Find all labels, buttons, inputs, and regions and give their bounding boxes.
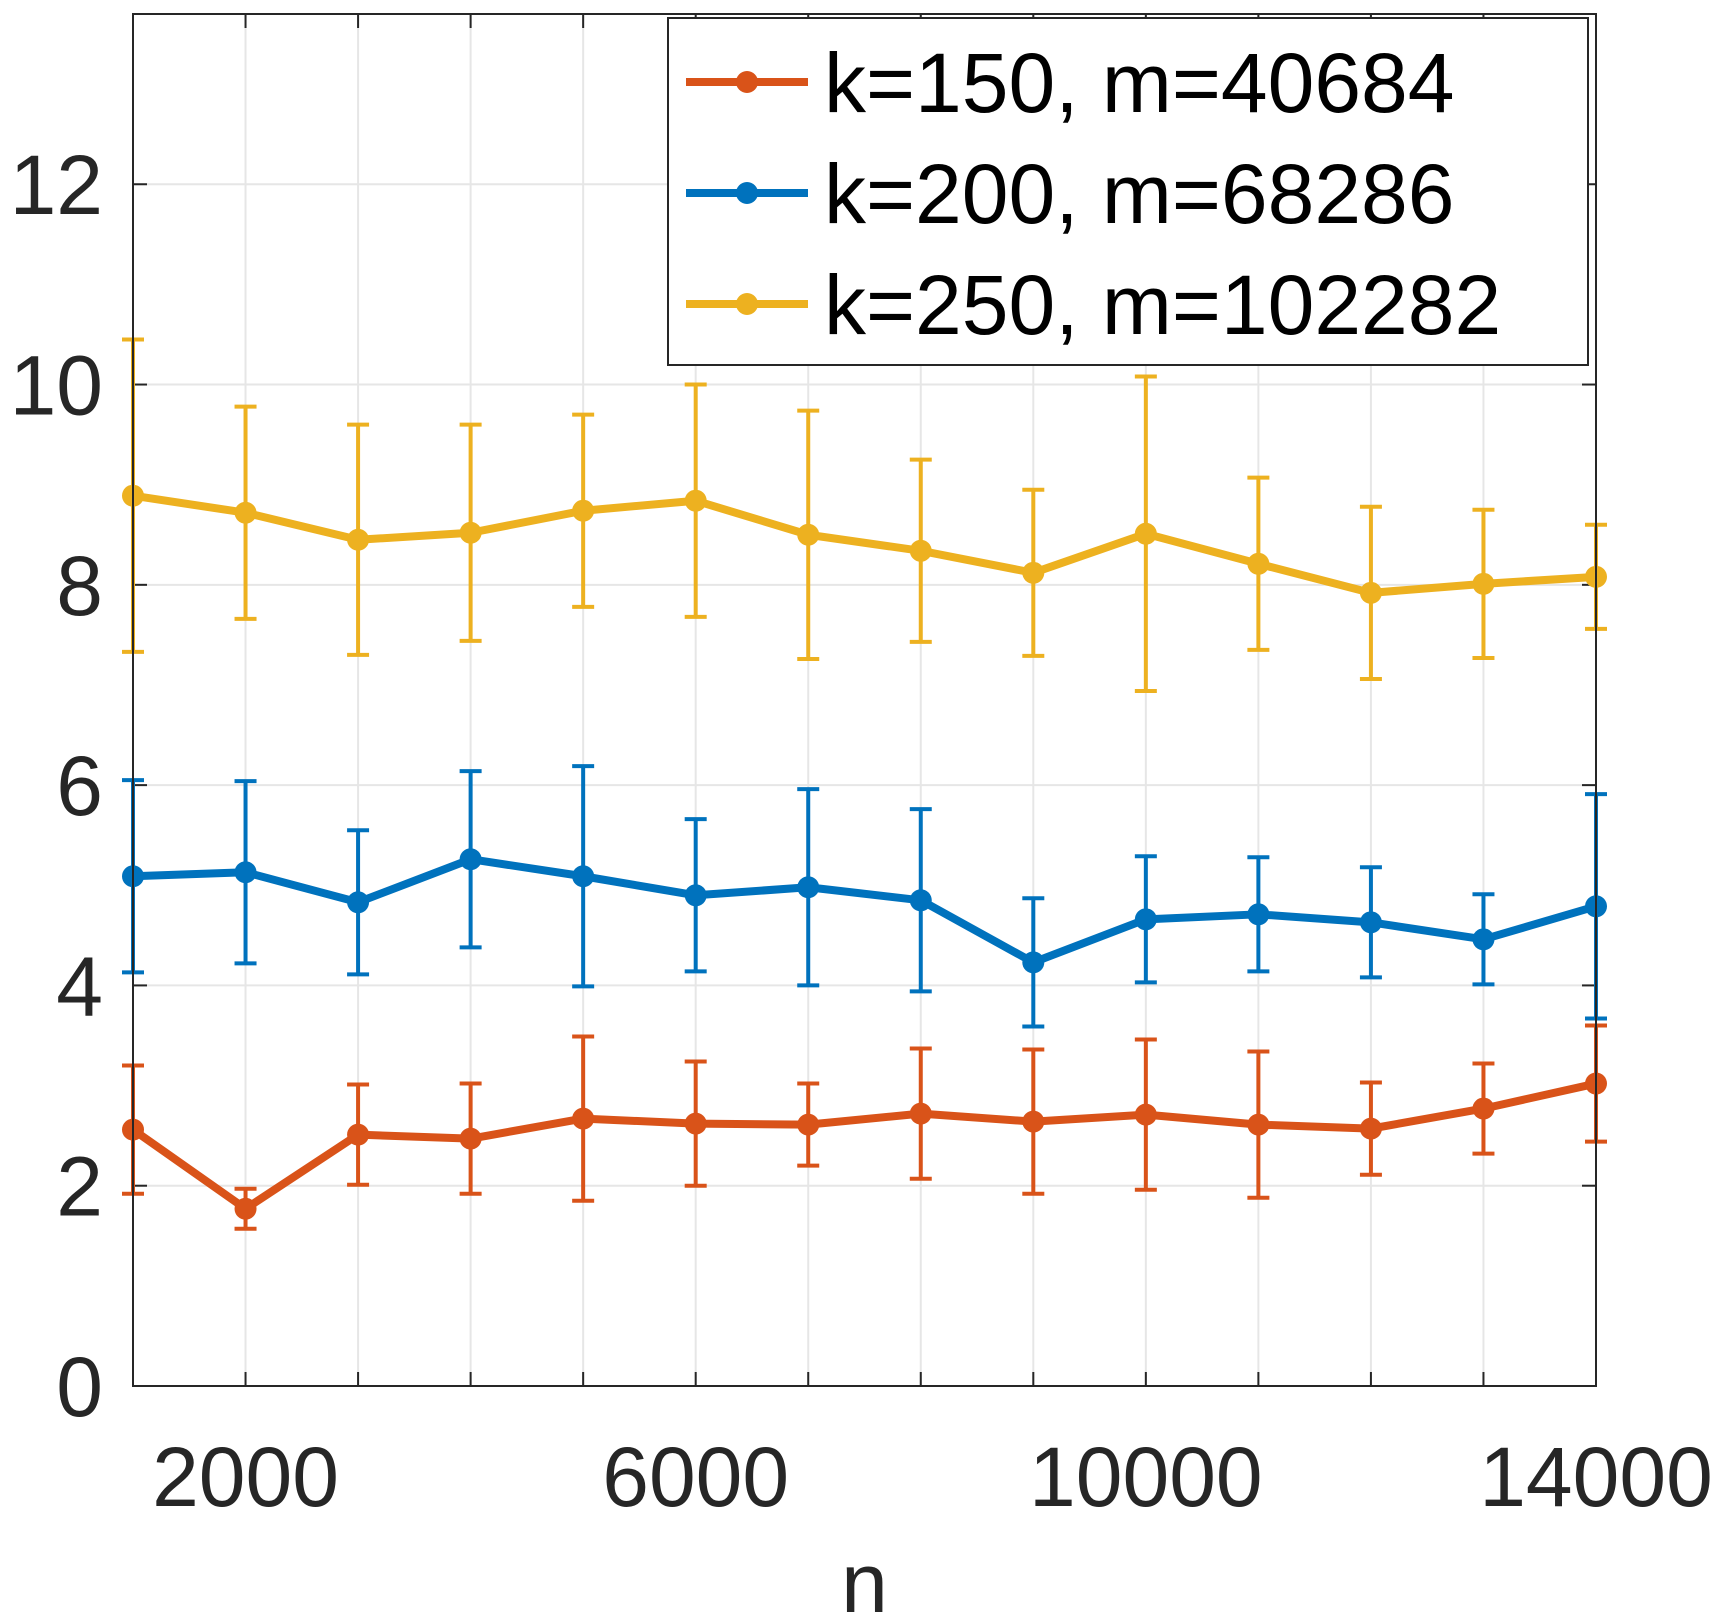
data-point	[572, 1107, 595, 1130]
data-point	[459, 1127, 482, 1150]
data-point	[1359, 911, 1382, 934]
data-point	[797, 523, 820, 546]
legend-label: k=150, m=40684	[824, 36, 1455, 130]
y-tick-label: 10	[10, 339, 103, 433]
series-3	[122, 337, 1607, 693]
data-point	[572, 865, 595, 888]
y-tick-label: 0	[56, 1340, 103, 1434]
legend-entry: k=150, m=40684	[686, 36, 1455, 130]
data-point	[572, 499, 595, 522]
y-tick-label: 4	[56, 939, 103, 1033]
data-point	[1247, 1113, 1270, 1136]
x-axis-label: n	[841, 1536, 888, 1621]
data-point	[684, 884, 707, 907]
data-point	[1247, 903, 1270, 926]
y-tick-label: 6	[56, 739, 103, 833]
series-2	[122, 764, 1607, 1029]
data-point	[459, 848, 482, 871]
data-point	[1022, 951, 1045, 974]
series-line	[132, 855, 1598, 967]
data-point	[1359, 581, 1382, 604]
series-group	[122, 337, 1607, 1231]
legend-entry: k=250, m=102282	[686, 258, 1501, 352]
legend: k=150, m=40684 k=200, m=68286 k=250, m=102…	[667, 17, 1589, 366]
legend-label: k=200, m=68286	[824, 147, 1455, 241]
x-tick-label: 14000	[1479, 1430, 1713, 1524]
x-tick-label: 2000	[152, 1430, 339, 1524]
data-point	[1247, 552, 1270, 575]
data-point	[797, 1113, 820, 1136]
y-tick-label: 12	[10, 138, 103, 232]
data-point	[347, 891, 370, 914]
series-1	[122, 1023, 1607, 1231]
legend-entry: k=200, m=68286	[686, 147, 1455, 241]
data-point	[347, 1123, 370, 1146]
plot-frame	[132, 13, 1597, 1387]
tick-labels: 2000 6000 10000 14000 0 2 4 6 8 10 12	[10, 138, 1713, 1524]
data-point	[234, 1197, 257, 1220]
data-point	[1359, 1117, 1382, 1140]
data-point	[1134, 522, 1157, 545]
data-point	[909, 539, 932, 562]
data-point	[1472, 572, 1495, 595]
data-point	[684, 489, 707, 512]
data-point	[347, 528, 370, 551]
data-point	[1134, 1103, 1157, 1126]
y-tick-label: 2	[56, 1140, 103, 1234]
data-point	[1472, 1097, 1495, 1120]
data-point	[1134, 908, 1157, 931]
data-point	[909, 1102, 932, 1125]
data-point	[234, 501, 257, 524]
legend-marker	[736, 293, 758, 315]
y-tick-label: 8	[56, 539, 103, 633]
data-point	[1022, 1110, 1045, 1133]
data-point	[1472, 928, 1495, 951]
series-line	[130, 1079, 1597, 1213]
data-point	[459, 521, 482, 544]
data-point	[684, 1112, 707, 1135]
data-point	[797, 876, 820, 899]
data-point	[909, 889, 932, 912]
legend-marker	[736, 71, 758, 93]
series-line	[132, 491, 1597, 597]
legend-box	[667, 17, 1589, 366]
data-point	[1022, 561, 1045, 584]
legend-marker	[736, 182, 758, 204]
x-tick-label: 6000	[602, 1430, 789, 1524]
x-tick-label: 10000	[1029, 1430, 1263, 1524]
legend-label: k=250, m=102282	[824, 258, 1501, 352]
data-point	[234, 861, 257, 884]
